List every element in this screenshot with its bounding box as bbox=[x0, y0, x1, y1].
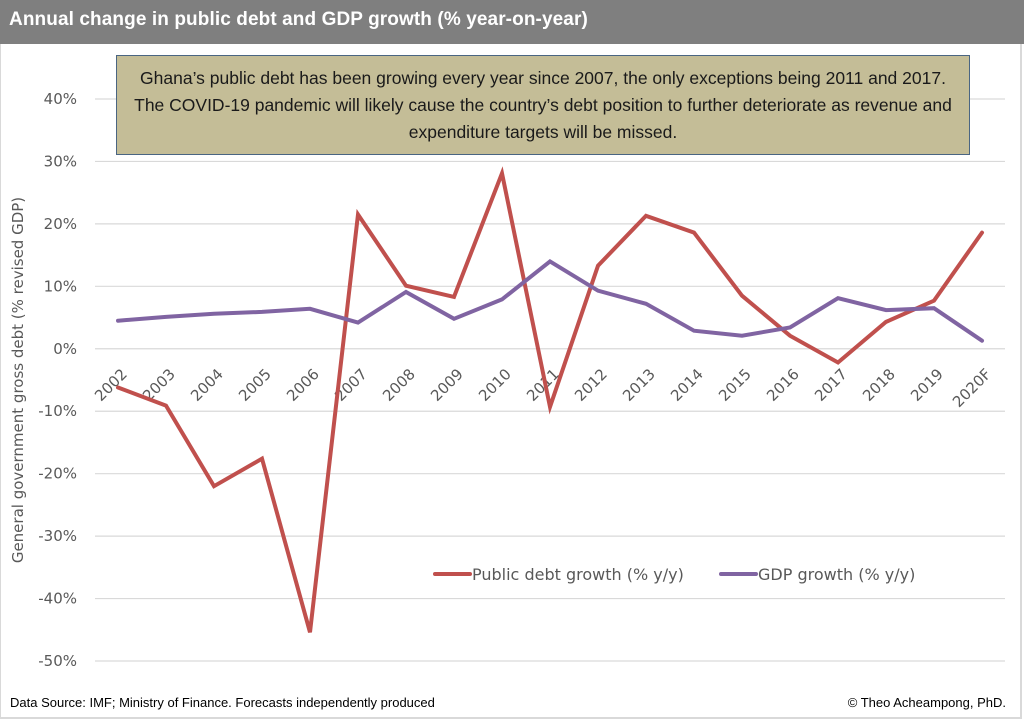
x-tick-label: 2005 bbox=[235, 365, 275, 405]
legend-label-public-debt: Public debt growth (% y/y) bbox=[472, 565, 684, 584]
series-lines bbox=[116, 166, 984, 633]
legend: Public debt growth (% y/y) GDP growth (%… bbox=[433, 565, 915, 584]
y-tick-label: -20% bbox=[38, 465, 77, 483]
annotation-callout: Ghana’s public debt has been growing eve… bbox=[116, 55, 970, 155]
y-tick-label: 30% bbox=[44, 152, 77, 170]
series-line-gdp bbox=[116, 258, 984, 343]
x-tick-label: 2004 bbox=[187, 365, 227, 405]
x-tick-label: 2014 bbox=[667, 365, 707, 405]
x-tick-label: 2009 bbox=[427, 365, 467, 405]
x-tick-label: 2008 bbox=[379, 365, 419, 405]
y-tick-label: -50% bbox=[38, 652, 77, 670]
y-tick-label: 0% bbox=[53, 340, 77, 358]
callout-text: Ghana’s public debt has been growing eve… bbox=[134, 67, 952, 142]
x-tick-label: 2016 bbox=[763, 365, 803, 405]
chart-title: Annual change in public debt and GDP gro… bbox=[9, 9, 588, 30]
legend-label-gdp: GDP growth (% y/y) bbox=[758, 565, 915, 584]
y-tick-label: -10% bbox=[38, 402, 77, 420]
y-axis-ticks: 40% 30% 20% 10% 0% -10% -20% -30% -40% -50% bbox=[38, 90, 77, 670]
y-tick-label: 10% bbox=[44, 277, 77, 295]
x-tick-label: 2002 bbox=[91, 365, 131, 405]
y-axis-label: General government gross debt (% revised… bbox=[9, 197, 27, 563]
x-tick-label: 2017 bbox=[811, 365, 851, 405]
chart-header: Annual change in public debt and GDP gro… bbox=[0, 0, 1024, 44]
x-tick-label: 2010 bbox=[475, 365, 515, 405]
y-tick-label: -40% bbox=[38, 590, 77, 608]
x-tick-label: 2019 bbox=[907, 365, 947, 405]
x-tick-label: 2013 bbox=[619, 365, 659, 405]
x-tick-label: 2015 bbox=[715, 365, 755, 405]
y-tick-label: 40% bbox=[44, 90, 77, 108]
x-tick-label: 2018 bbox=[859, 365, 899, 405]
y-tick-label: 20% bbox=[44, 215, 77, 233]
x-tick-label: 2006 bbox=[283, 365, 323, 405]
data-source-note: Data Source: IMF; Ministry of Finance. F… bbox=[10, 695, 435, 710]
copyright-credit: © Theo Acheampong, PhD. bbox=[847, 695, 1006, 710]
x-tick-label: 2012 bbox=[571, 365, 611, 405]
x-tick-label: 2020F bbox=[949, 365, 995, 411]
y-tick-label: -30% bbox=[38, 527, 77, 545]
